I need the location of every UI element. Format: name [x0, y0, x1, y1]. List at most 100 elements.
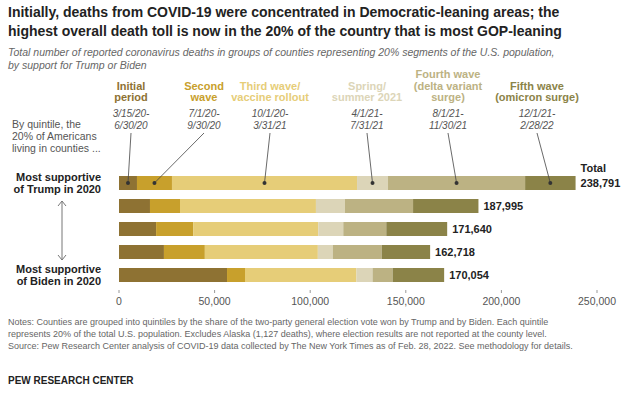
note: Source: Pew Research Center analysis of …	[8, 341, 573, 351]
leader-line	[128, 133, 131, 183]
bar-segment	[172, 176, 357, 190]
bar-segment	[318, 222, 343, 236]
legend-label-line: wave	[190, 91, 218, 103]
leader-line	[537, 133, 550, 183]
tick-label: 150,000	[387, 295, 425, 307]
legend-label-line: Second	[184, 80, 224, 92]
total-label: 171,640	[452, 223, 492, 235]
total-label: 238,791	[581, 177, 621, 189]
note: represents 20% of the total U.S. populat…	[8, 329, 547, 339]
arrow-head	[58, 201, 66, 206]
title: Initially, deaths from COVID-19 were con…	[8, 4, 560, 20]
legend-period: 7/1/20-9/30/20	[187, 108, 221, 131]
legend-label-line: (delta variant	[414, 80, 483, 92]
legend-period-line: 4/1/21-	[351, 108, 383, 119]
legend-label-line: surge)	[431, 91, 465, 103]
bar-segment	[343, 222, 386, 236]
leader-line	[367, 133, 373, 183]
tick-label: 100,000	[291, 295, 329, 307]
category-label: Most supportiveof Trump in 2020	[14, 171, 101, 195]
row-header: 20% of Americans	[12, 130, 97, 142]
total-label: 162,718	[435, 246, 475, 258]
legend-label-line: summer 2021	[332, 91, 402, 103]
bars	[119, 176, 576, 282]
total-label: 187,995	[483, 200, 523, 212]
bar-segment	[357, 176, 388, 190]
category-label: Most supportiveof Biden in 2020	[16, 263, 101, 287]
bar-segment	[393, 268, 445, 282]
bar-segment	[245, 268, 356, 282]
bar-segment	[205, 245, 318, 259]
bar-segment	[119, 268, 227, 282]
legend-label: Third wave/vaccine rollout	[231, 80, 309, 104]
arrow-shaft	[62, 201, 63, 260]
chart: Initially, deaths from COVID-19 were con…	[0, 0, 640, 397]
total-title: Total	[581, 162, 606, 174]
leader-line	[265, 133, 270, 183]
legend-period-line: 3/31/21	[253, 120, 286, 131]
legend-label: Spring/summer 2021	[332, 80, 402, 104]
category-label-line: of Biden in 2020	[17, 275, 101, 287]
bar-segment	[119, 245, 164, 259]
leader-dot	[263, 181, 267, 185]
legend-period: 12/1/21-2/28/22	[519, 108, 556, 131]
bar-segment	[164, 245, 205, 259]
bar-segment	[156, 222, 193, 236]
bar-segment	[316, 199, 345, 213]
leader-dot	[152, 181, 156, 185]
bar-segment	[382, 245, 430, 259]
row-header: By quintile, the	[12, 118, 81, 130]
legend-period: 3/15/20-6/30/20	[113, 108, 150, 131]
bar-segment	[386, 222, 447, 236]
category-label-line: Most supportive	[16, 263, 101, 275]
category-label-line: Most supportive	[16, 171, 101, 183]
leader-line	[448, 133, 457, 183]
leader-dot	[126, 181, 130, 185]
credit: PEW RESEARCH CENTER	[8, 375, 134, 386]
leader-line	[154, 133, 204, 183]
bar-segment	[318, 245, 333, 259]
bar-segment	[413, 199, 478, 213]
tick-label: 50,000	[199, 295, 231, 307]
tick-label: 0	[116, 295, 122, 307]
total-label: 170,054	[449, 269, 490, 281]
tick	[405, 290, 406, 293]
bar-segment	[137, 176, 172, 190]
row-header: living in counties ...	[12, 142, 101, 154]
tick-label: 250,000	[578, 295, 616, 307]
tick	[597, 290, 598, 293]
legend-period: 8/1/21-11/30/21	[429, 108, 467, 131]
legend-period-line: 9/30/20	[187, 120, 221, 131]
legend-period-line: 11/30/21	[429, 120, 467, 131]
bar-segment	[227, 268, 245, 282]
legend-label-line: Third wave/	[240, 80, 301, 92]
tick	[310, 290, 311, 293]
subtitle: Total number of reported coronavirus dea…	[8, 46, 555, 58]
tick-label: 200,000	[482, 295, 520, 307]
legend-period-line: 8/1/21-	[432, 108, 464, 119]
tick	[501, 290, 502, 293]
legend-period: 4/1/21-7/31/21	[350, 108, 383, 131]
legend-label-line: Fifth wave	[510, 80, 564, 92]
bar-segment	[119, 222, 156, 236]
category-label-line: of Trump in 2020	[14, 183, 101, 195]
tick	[214, 290, 215, 293]
legend-label-line: (omicron surge)	[495, 91, 579, 103]
legend-label-line: Fourth wave	[416, 68, 481, 80]
legend-label-line: period	[114, 91, 148, 103]
leader-dot	[455, 181, 459, 185]
leader-dot	[548, 181, 552, 185]
bar-segment	[333, 245, 382, 259]
leader-dot	[371, 181, 375, 185]
arrow-head	[58, 255, 66, 260]
legend-label: Fifth wave(omicron surge)	[495, 80, 579, 104]
legend-label-line: vaccine rollout	[231, 91, 309, 103]
legend-period-line: 2/28/22	[519, 120, 554, 131]
legend-label: Initialperiod	[114, 80, 148, 104]
legend-label: Fourth wave(delta variantsurge)	[414, 68, 483, 103]
legend-period-line: 10/1/20-	[252, 108, 289, 119]
legend-period-line: 3/15/20-	[113, 108, 150, 119]
title: highest overall death toll is now in the…	[8, 23, 562, 39]
subtitle: by support for Trump or Biden	[8, 59, 147, 71]
legend-period: 10/1/20-3/31/21	[252, 108, 289, 131]
